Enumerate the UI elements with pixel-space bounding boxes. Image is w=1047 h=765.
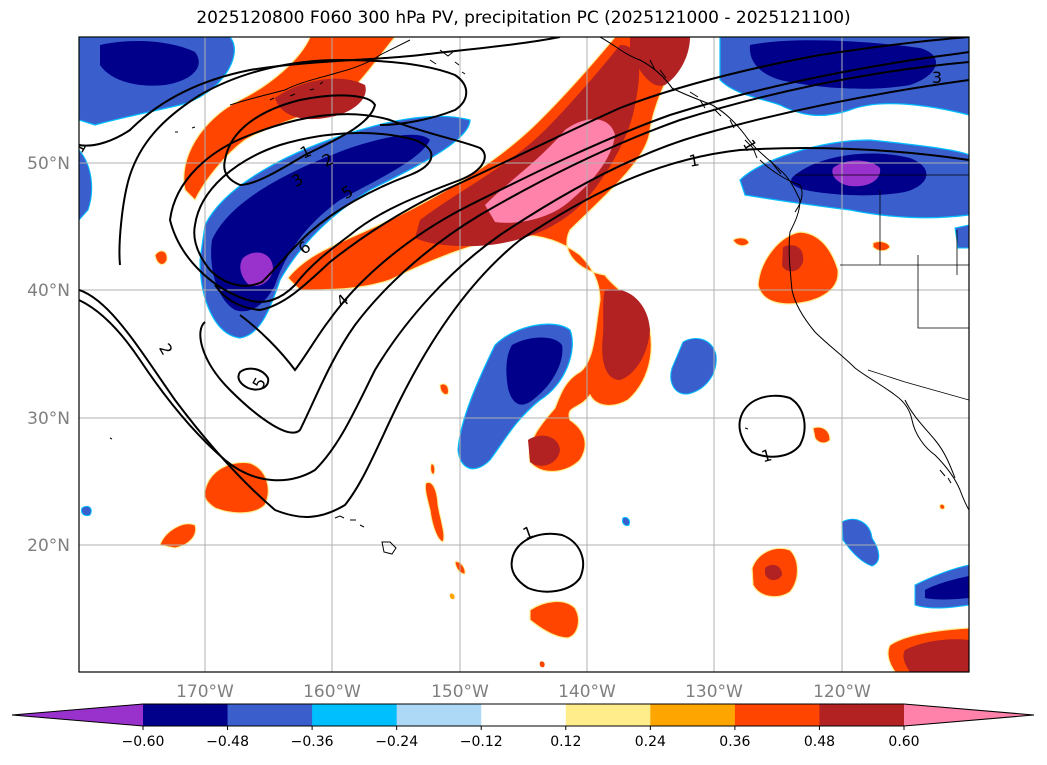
colorbar-bin [396, 704, 482, 726]
lat-label: 30°N [27, 409, 70, 429]
latitude-labels: 50°N 40°N 30°N 20°N [27, 154, 70, 556]
colorbar-tick-label: −0.36 [291, 734, 334, 750]
colorbar-bin [481, 704, 567, 726]
map-title: 2025120800 F060 300 hPa PV, precipitatio… [196, 8, 851, 28]
colorbar-bin [312, 704, 398, 726]
lat-label: 50°N [27, 154, 70, 174]
graticule [79, 37, 969, 672]
contour-label: 1 [759, 445, 774, 466]
colorbar-tick-label: 0.36 [719, 734, 750, 750]
colorbar: −0.60 −0.48 −0.36 −0.24 −0.12 0.12 0.24 0.36 0.4… [11, 703, 1035, 750]
map-area: 1 1 2 3 4 5 6 5 1 3 1 1 2 1 [68, 37, 969, 672]
colorbar-tick-label: 0.12 [550, 734, 581, 750]
lon-label: 120°W [813, 682, 871, 702]
contour-label: 1 [68, 138, 90, 156]
map-frame [78, 36, 970, 673]
colorbar-tick-label: −0.48 [206, 734, 249, 750]
political-borders [795, 174, 969, 401]
colorbar-tick-label: −0.60 [122, 734, 165, 750]
colorbar-bin [143, 704, 229, 726]
lat-label: 20°N [27, 536, 70, 556]
lon-label: 130°W [685, 682, 743, 702]
colorbar-tick-label: 0.24 [635, 734, 666, 750]
colorbar-bin [734, 704, 820, 726]
colorbar-tick-label: −0.12 [460, 734, 503, 750]
colorbar-tick-label: −0.24 [375, 734, 418, 750]
contour-label: 3 [932, 68, 942, 87]
pv-contours [79, 37, 969, 593]
colorbar-extend-high [904, 704, 1034, 726]
contour-label: 1 [687, 150, 700, 170]
colorbar-extend-low [12, 704, 143, 726]
colorbar-bin [227, 704, 313, 726]
lon-label: 160°W [303, 682, 361, 702]
lon-label: 170°W [176, 682, 234, 702]
lat-label: 40°N [27, 281, 70, 301]
longitude-labels: 170°W 160°W 150°W 140°W 130°W 120°W [176, 682, 871, 702]
colorbar-bin [565, 704, 651, 726]
colorbar-bin [819, 704, 905, 726]
coastlines [109, 37, 969, 555]
colorbar-tick-label: 0.60 [888, 734, 919, 750]
colorbar-bin [650, 704, 736, 726]
colorbar-tick-label: 0.48 [804, 734, 835, 750]
lon-label: 150°W [431, 682, 489, 702]
lon-label: 140°W [558, 682, 616, 702]
